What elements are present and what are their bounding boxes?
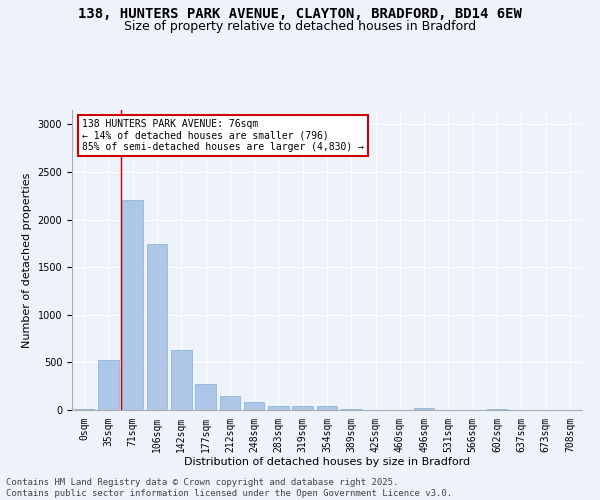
- Bar: [292, 406, 313, 410]
- Bar: [74, 408, 94, 410]
- Text: Contains HM Land Registry data © Crown copyright and database right 2025.
Contai: Contains HM Land Registry data © Crown c…: [6, 478, 452, 498]
- Text: 138 HUNTERS PARK AVENUE: 76sqm
← 14% of detached houses are smaller (796)
85% of: 138 HUNTERS PARK AVENUE: 76sqm ← 14% of …: [82, 119, 364, 152]
- Bar: [195, 384, 216, 410]
- Bar: [171, 350, 191, 410]
- Bar: [220, 396, 240, 410]
- Bar: [341, 408, 362, 410]
- Bar: [244, 402, 265, 410]
- X-axis label: Distribution of detached houses by size in Bradford: Distribution of detached houses by size …: [184, 457, 470, 467]
- Bar: [487, 409, 508, 410]
- Text: Size of property relative to detached houses in Bradford: Size of property relative to detached ho…: [124, 20, 476, 33]
- Y-axis label: Number of detached properties: Number of detached properties: [22, 172, 32, 348]
- Bar: [98, 360, 119, 410]
- Bar: [122, 200, 143, 410]
- Bar: [317, 406, 337, 410]
- Bar: [146, 244, 167, 410]
- Text: 138, HUNTERS PARK AVENUE, CLAYTON, BRADFORD, BD14 6EW: 138, HUNTERS PARK AVENUE, CLAYTON, BRADF…: [78, 8, 522, 22]
- Bar: [414, 408, 434, 410]
- Bar: [268, 406, 289, 410]
